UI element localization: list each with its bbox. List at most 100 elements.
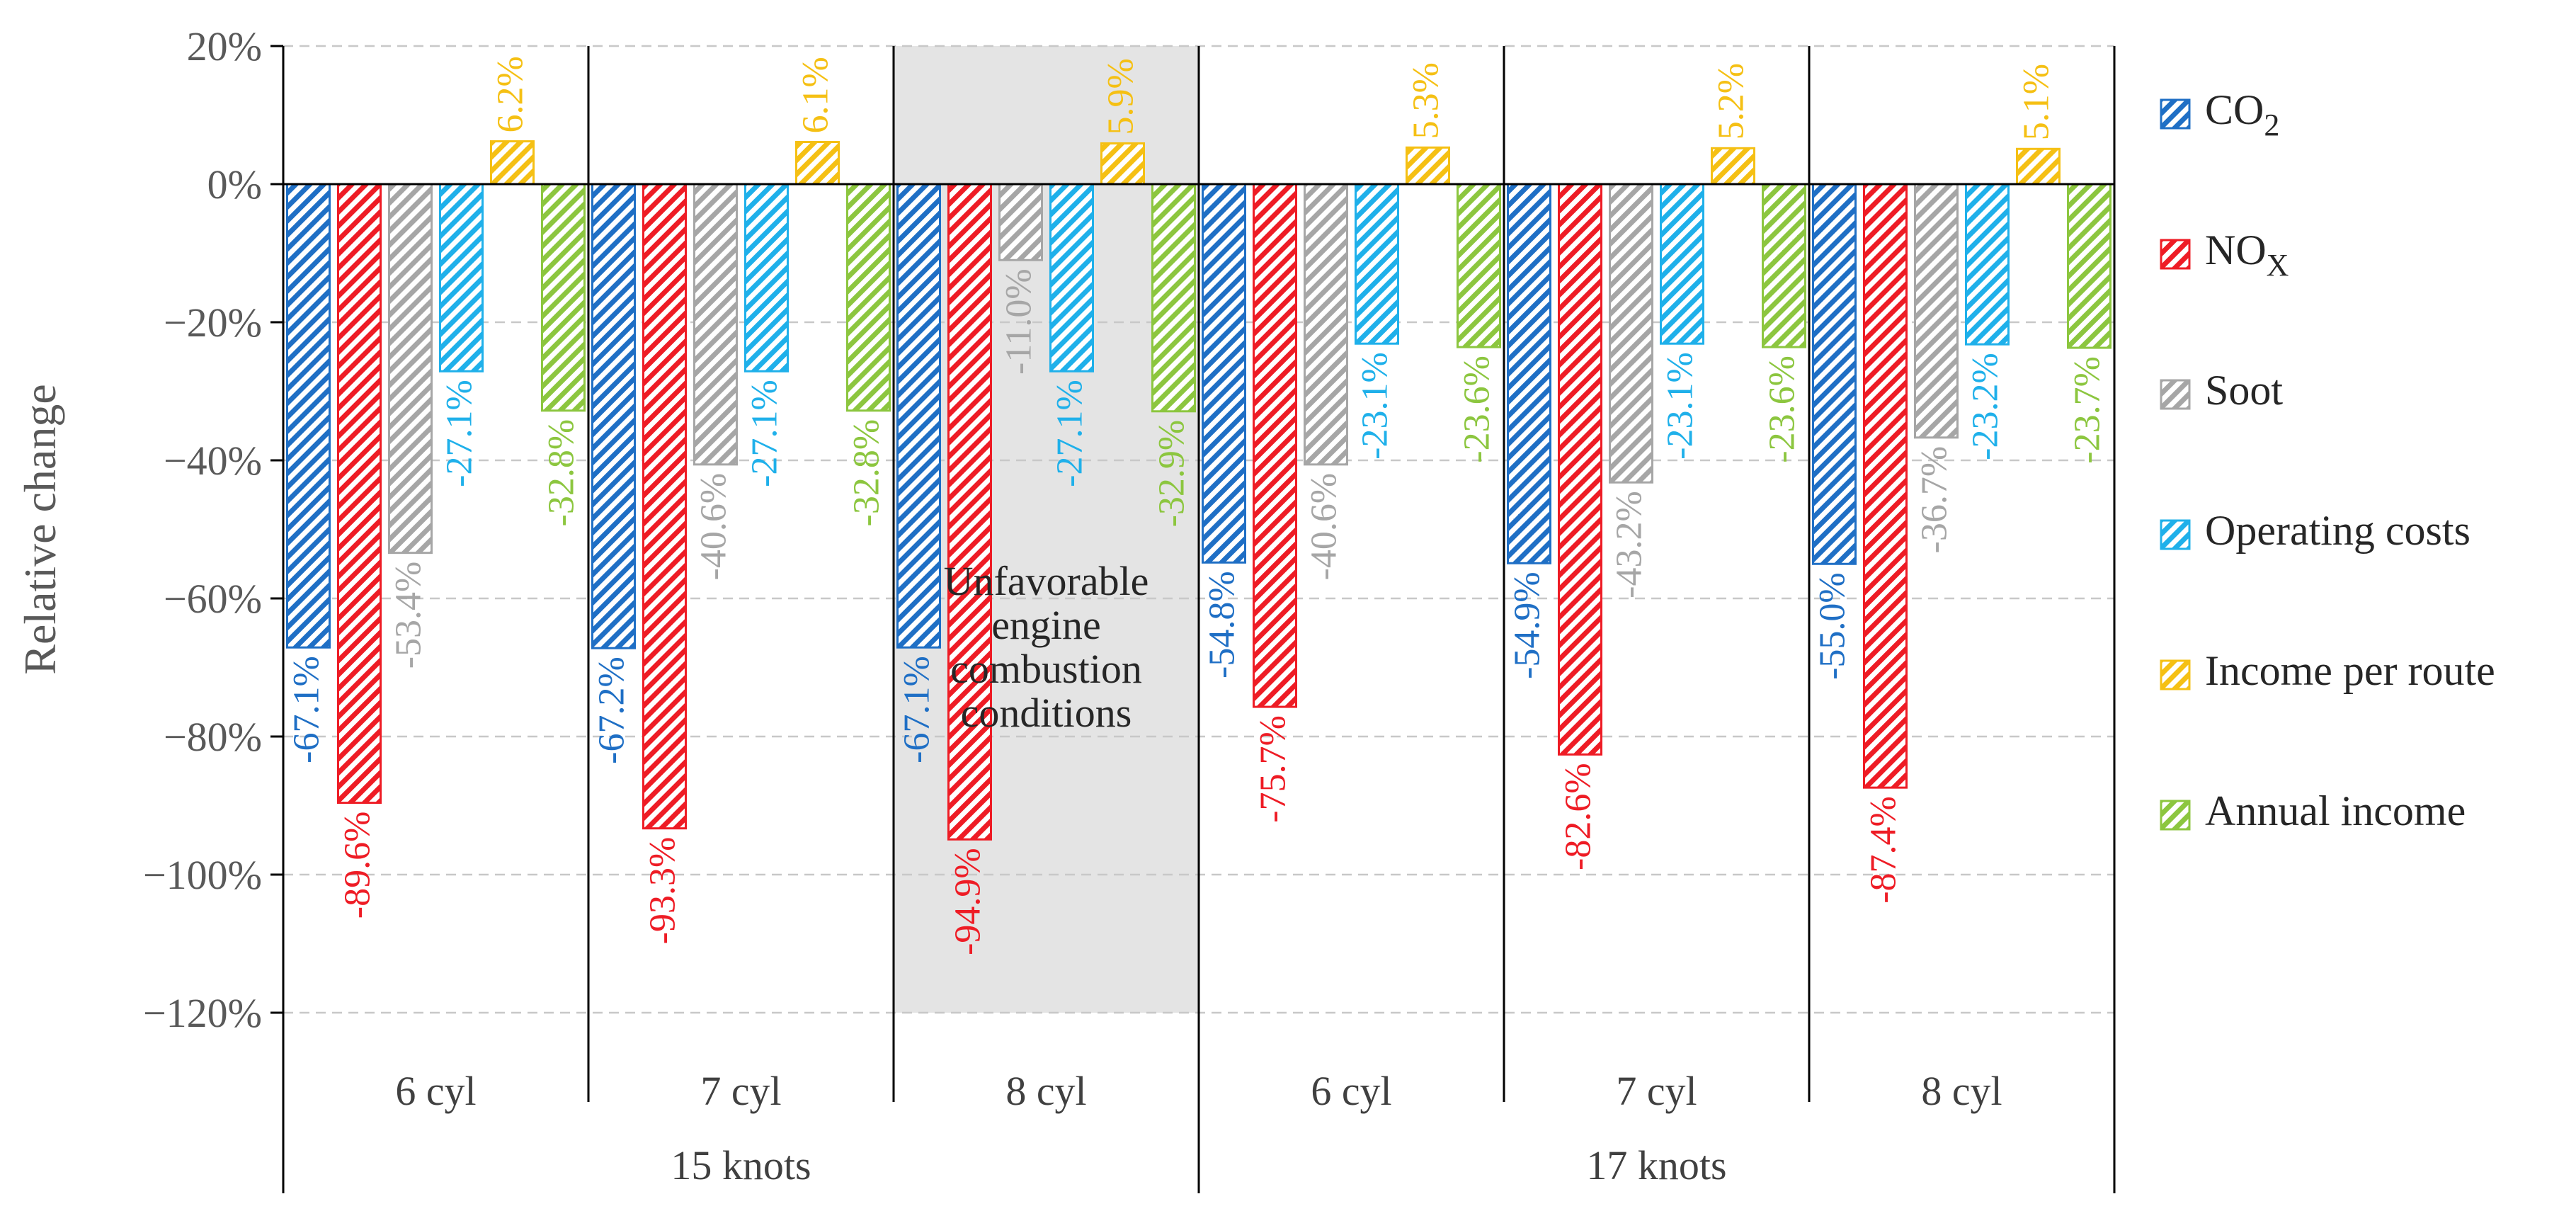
- category-label: 6 cyl: [395, 1068, 476, 1114]
- bar-nox: [947, 183, 992, 841]
- bar-co2: [1507, 183, 1551, 564]
- data-label: 6.1%: [796, 57, 836, 133]
- bar-annual-income: [1762, 183, 1806, 348]
- bar-soot: [1304, 183, 1348, 466]
- legend-label: Annual income: [2205, 788, 2466, 834]
- legend-label-main: Annual income: [2205, 788, 2466, 834]
- bar-annual-income: [1457, 183, 1501, 348]
- data-label: -40.6%: [1304, 473, 1345, 581]
- shaded-region: [894, 46, 1199, 1013]
- legend-swatch: [2160, 239, 2191, 270]
- data-label: 5.1%: [2017, 64, 2057, 140]
- legend-swatch: [2160, 800, 2191, 831]
- data-label: -67.1%: [287, 656, 327, 763]
- y-tick-label: −60%: [164, 576, 262, 622]
- legend: CO2 NOX Soot Operating costs Income per rout…: [2160, 86, 2495, 834]
- data-label: -67.1%: [897, 656, 937, 763]
- data-label: -53.4%: [389, 562, 429, 669]
- bar-operating-costs: [1355, 183, 1399, 345]
- data-label: -87.4%: [1864, 796, 1904, 904]
- annotation-line: engine: [991, 602, 1101, 648]
- bar-income-per-route: [795, 141, 840, 186]
- bar-operating-costs: [744, 183, 789, 373]
- legend-swatch: [2160, 379, 2191, 410]
- data-label: -94.9%: [948, 848, 988, 955]
- bar-income-per-route: [1406, 146, 1450, 186]
- bar-operating-costs: [439, 183, 484, 373]
- bar-soot: [1914, 183, 1959, 439]
- speed-label: 17 knots: [1586, 1142, 1726, 1188]
- bar-nox: [642, 183, 687, 830]
- data-label: -23.1%: [1355, 352, 1396, 460]
- legend-label-main: CO: [2205, 86, 2264, 133]
- bar-nox: [1253, 183, 1297, 708]
- category-label: 8 cyl: [1921, 1068, 2002, 1114]
- annotation-line: Unfavorable: [944, 558, 1149, 604]
- unfavorable-region: [894, 46, 1199, 1013]
- bar-income-per-route: [1100, 142, 1145, 186]
- y-tick-label: 0%: [207, 161, 262, 207]
- data-label: -40.6%: [694, 473, 734, 581]
- category-label: 7 cyl: [700, 1068, 781, 1114]
- bar-income-per-route: [490, 140, 535, 186]
- bar-annual-income: [541, 183, 586, 412]
- data-label: -23.6%: [1762, 356, 1803, 463]
- data-label: -27.1%: [440, 380, 480, 487]
- group-separators: [587, 46, 2116, 1193]
- data-label: -23.7%: [2068, 356, 2108, 464]
- legend-swatch: [2160, 519, 2191, 550]
- data-label: -32.9%: [1152, 420, 1192, 528]
- legend-label: NOX: [2205, 227, 2289, 283]
- axes: 20% 0% −20% −40% −60% −80% −100% −120% Relative …: [15, 23, 2114, 1193]
- bar-co2: [1202, 183, 1246, 564]
- data-label: 5.2%: [1711, 63, 1752, 140]
- data-label: -54.8%: [1202, 571, 1243, 678]
- bar-annual-income: [846, 183, 891, 412]
- data-labels: -67.1% -89.6% -53.4% -27.1% 6.2% -32.8% -67.2%…: [287, 56, 2108, 955]
- data-label: -27.1%: [1050, 380, 1090, 487]
- bar-income-per-route: [2016, 147, 2061, 186]
- data-label: -55.0%: [1813, 572, 1853, 680]
- bar-operating-costs: [1049, 183, 1094, 373]
- bar-nox: [337, 183, 382, 805]
- bar-soot: [693, 183, 738, 466]
- data-label: -36.7%: [1915, 446, 1955, 554]
- legend-label-main: Income per route: [2205, 647, 2495, 694]
- bar-co2: [286, 183, 331, 649]
- bar-operating-costs: [1660, 183, 1704, 345]
- bar-co2: [1812, 183, 1857, 565]
- y-tick-label: −20%: [164, 300, 262, 346]
- data-label: -43.2%: [1609, 491, 1650, 598]
- data-label: -93.3%: [643, 837, 683, 945]
- y-tick-label: −100%: [143, 852, 262, 898]
- bar-soot: [998, 183, 1043, 261]
- bar-nox: [1863, 183, 1908, 789]
- legend-swatch: [2160, 98, 2191, 130]
- annotation-line: conditions: [961, 690, 1132, 736]
- legend-label-main: Operating costs: [2205, 507, 2470, 554]
- y-tick-label: −80%: [164, 714, 262, 760]
- y-tick-label: −120%: [143, 990, 262, 1036]
- bars: [286, 140, 2111, 841]
- data-label: 6.2%: [491, 56, 531, 132]
- y-tick-label: −40%: [164, 438, 262, 484]
- speed-label: 15 knots: [671, 1142, 811, 1188]
- bar-co2: [896, 183, 941, 649]
- data-label: -23.6%: [1457, 356, 1498, 463]
- y-axis-title: Relative change: [15, 384, 65, 674]
- legend-label-subscript: 2: [2264, 108, 2279, 142]
- data-label: -23.2%: [1966, 353, 2006, 460]
- bar-annual-income: [1151, 183, 1196, 413]
- bar-soot: [1609, 183, 1653, 484]
- category-label: 7 cyl: [1616, 1068, 1697, 1114]
- data-label: -11.0%: [999, 268, 1039, 375]
- data-label: -67.2%: [592, 656, 632, 764]
- data-label: -27.1%: [745, 380, 785, 487]
- data-label: 5.9%: [1101, 58, 1141, 135]
- data-label: 5.3%: [1406, 62, 1447, 139]
- data-label: -54.9%: [1508, 572, 1548, 679]
- annotation-line: combustion: [950, 646, 1142, 692]
- legend-label: Income per route: [2205, 647, 2495, 694]
